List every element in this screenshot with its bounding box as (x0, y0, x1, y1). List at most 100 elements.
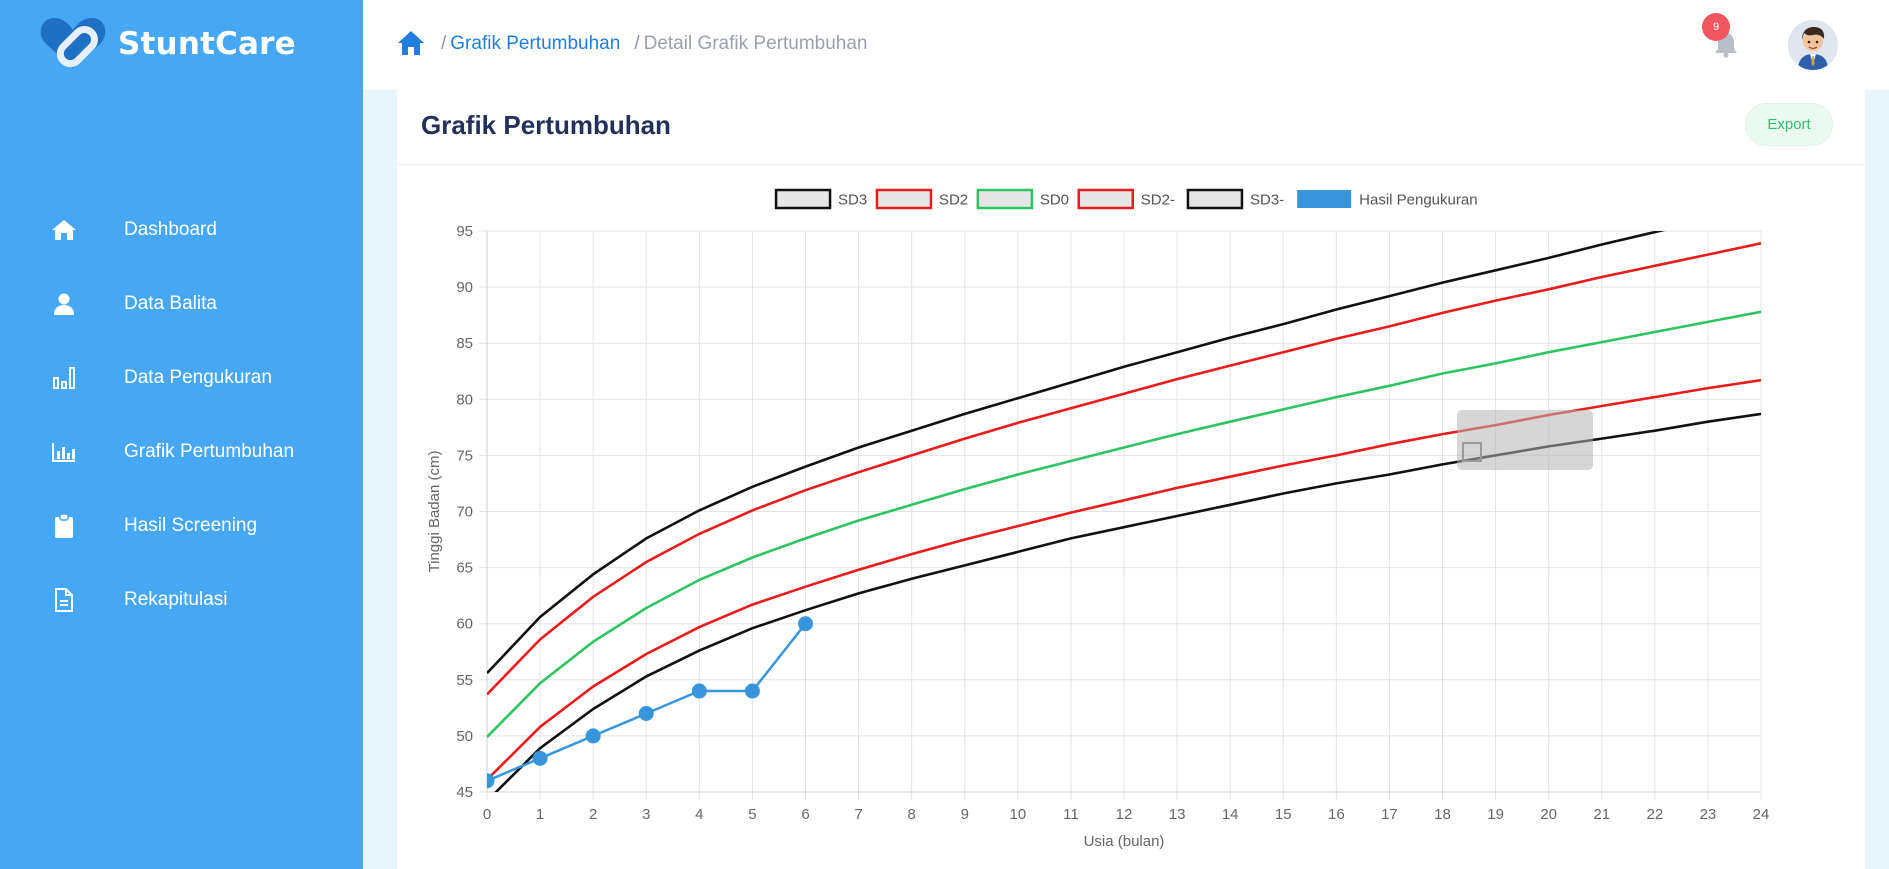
sidebar-item-label: Hasil Screening (124, 515, 258, 536)
y-tick-label: 65 (456, 560, 473, 577)
legend-swatch (1077, 188, 1134, 210)
sidebar-item-label: Dashboard (124, 219, 217, 240)
measurement-point[interactable] (532, 750, 548, 766)
user-icon (50, 290, 78, 318)
x-tick-label: 13 (1169, 806, 1186, 823)
topbar: / Grafik Pertumbuhan / Detail Grafik Pertu… (363, 0, 1889, 90)
brand-name: StuntCare (118, 26, 296, 62)
chart-tooltip (1457, 410, 1593, 470)
measurement-point[interactable] (798, 616, 813, 632)
breadcrumb: / Grafik Pertumbuhan / Detail Grafik Pertu… (441, 33, 867, 55)
legend-swatch (976, 188, 1034, 210)
legend-label: SD3 (838, 192, 867, 209)
measurement-point[interactable] (480, 773, 495, 789)
y-tick-label: 70 (456, 504, 473, 521)
breadcrumb-item-grafik[interactable]: / Grafik Pertumbuhan (441, 33, 620, 55)
legend-label: Hasil Pengukuran (1359, 192, 1477, 209)
series-line (487, 242, 1761, 696)
x-tick-label: 9 (961, 806, 969, 823)
clipboard-icon (50, 512, 78, 540)
measurement-point[interactable] (638, 705, 654, 721)
growth-chart-card: Grafik Pertumbuhan Export 45 50 55 60 65 70 75… (397, 90, 1865, 869)
breadcrumb-item-detail: / Detail Grafik Pertumbuhan (634, 33, 867, 55)
breadcrumb-separator: / (634, 33, 640, 54)
tooltip-swatch (1462, 442, 1482, 462)
measurement-point[interactable] (585, 728, 601, 744)
x-tick-label: 11 (1063, 806, 1079, 823)
breadcrumb-separator: / (441, 33, 447, 54)
notification-badge: 9 (1702, 13, 1730, 41)
x-tick-label: 6 (801, 806, 809, 823)
brand[interactable]: StuntCare (36, 14, 296, 74)
sidebar-item-dashboard[interactable]: Dashboard (0, 193, 363, 267)
y-tick-label: 45 (456, 784, 473, 801)
x-tick-label: 12 (1116, 806, 1133, 823)
export-button[interactable]: Export (1745, 103, 1833, 146)
x-tick-label: 8 (907, 806, 915, 823)
chart-icon (50, 438, 78, 466)
x-tick-label: 16 (1328, 806, 1345, 823)
y-tick-label: 60 (456, 616, 473, 633)
x-tick-label: 21 (1593, 806, 1610, 823)
sidebar-item-label: Data Pengukuran (124, 367, 272, 388)
series-line (487, 231, 1666, 674)
sidebar-item-rekapitulasi[interactable]: Rekapitulasi (0, 563, 363, 637)
legend-swatch (875, 188, 933, 210)
y-tick-label: 75 (456, 447, 473, 464)
measurement-point[interactable] (691, 683, 707, 699)
legend-label: SD0 (1040, 192, 1069, 209)
x-tick-label: 15 (1275, 806, 1292, 823)
x-tick-label: 20 (1540, 806, 1557, 823)
x-tick-label: 22 (1646, 806, 1663, 823)
x-tick-label: 7 (854, 806, 862, 823)
sidebar-item-grafik-pertumbuhan[interactable]: Grafik Pertumbuhan (0, 415, 363, 489)
x-tick-label: 17 (1381, 806, 1398, 823)
x-tick-label: 5 (748, 806, 756, 823)
breadcrumb-current: Detail Grafik Pertumbuhan (643, 33, 868, 54)
y-tick-label: 55 (456, 672, 473, 689)
breadcrumb-link: Grafik Pertumbuhan (450, 33, 621, 54)
y-tick-label: 80 (456, 391, 473, 408)
series-line (487, 310, 1761, 738)
x-tick-label: 1 (536, 806, 544, 823)
y-tick-label: 50 (456, 728, 473, 745)
sidebar-item-data-pengukuran[interactable]: Data Pengukuran (0, 341, 363, 415)
sidebar: StuntCare Dashboard Data Balita Data Pen… (0, 0, 363, 869)
home-icon (50, 216, 78, 244)
x-tick-label: 14 (1222, 806, 1239, 823)
measurement-point[interactable] (744, 683, 760, 699)
x-tick-label: 3 (642, 806, 650, 823)
y-tick-label: 90 (456, 279, 473, 296)
y-axis-label: Tinggi Badan (cm) (426, 451, 443, 573)
y-tick-label: 85 (456, 335, 473, 352)
legend-swatch (1297, 190, 1352, 208)
legend-swatch (1186, 188, 1244, 210)
sidebar-item-label: Grafik Pertumbuhan (124, 441, 295, 462)
x-tick-label: 10 (1009, 806, 1026, 823)
legend-label: SD3- (1250, 192, 1284, 209)
x-tick-label: 0 (483, 806, 491, 823)
plot-area (480, 231, 1761, 792)
avatar[interactable] (1788, 20, 1838, 70)
breadcrumb-home-icon[interactable] (397, 30, 425, 56)
card-header: Grafik Pertumbuhan Export (397, 90, 1865, 165)
page-title: Grafik Pertumbuhan (421, 110, 671, 140)
sidebar-item-hasil-screening[interactable]: Hasil Screening (0, 489, 363, 563)
x-tick-label: 18 (1434, 806, 1451, 823)
legend-label: SD2 (939, 192, 968, 209)
stuntcare-logo-icon (40, 18, 106, 68)
bars-icon (50, 364, 78, 392)
x-tick-label: 4 (695, 806, 703, 823)
sidebar-item-data-balita[interactable]: Data Balita (0, 267, 363, 341)
legend-swatch (774, 188, 832, 210)
legend-label: SD2- (1141, 192, 1175, 209)
sidebar-item-label: Rekapitulasi (124, 589, 228, 610)
sidebar-nav: Dashboard Data Balita Data Pengukuran Gr… (0, 193, 363, 637)
x-tick-label: 23 (1700, 806, 1717, 823)
sidebar-item-label: Data Balita (124, 293, 217, 314)
document-icon (50, 586, 78, 614)
y-tick-label: 95 (456, 223, 473, 240)
x-axis-label: Usia (bulan) (1084, 833, 1165, 850)
x-tick-label: 19 (1487, 806, 1504, 823)
